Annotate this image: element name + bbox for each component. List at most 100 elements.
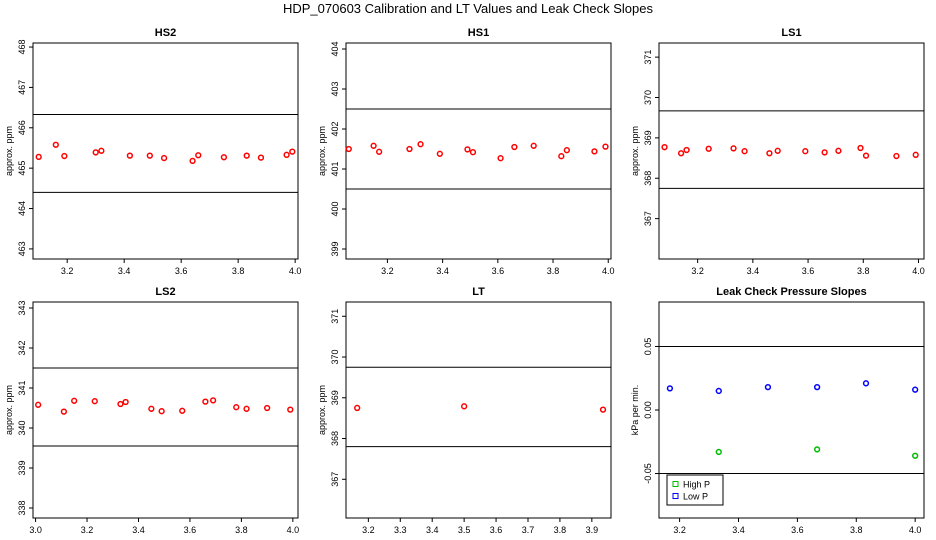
- data-point-hs1: [469, 149, 477, 156]
- x-tick-label-ls1: 3.8: [857, 266, 870, 276]
- data-point-low-p: [813, 383, 821, 391]
- data-point-hs1: [417, 141, 424, 148]
- data-point-ls2: [287, 406, 294, 413]
- data-point-high-p: [813, 446, 821, 453]
- y-axis-label-hs1: approx. ppm: [317, 126, 327, 176]
- data-point-high-p: [715, 448, 722, 456]
- data-point-hs2: [189, 157, 196, 165]
- data-point-ls2: [34, 401, 42, 408]
- data-point-ls1: [893, 152, 900, 160]
- y-tick-label-ls2: 339: [17, 460, 27, 475]
- data-point-hs1: [436, 150, 444, 157]
- chart-ls2: LS2 3.0 3.2 3.4 3.6 3.8 4.0 338 339 340 341 342 343 a…: [4, 286, 299, 535]
- y-tick-label-ls2: 341: [17, 380, 27, 395]
- y-tick-label-ls1: 367: [643, 211, 653, 226]
- data-point-ls1: [802, 148, 809, 155]
- y-axis-label-hs2: approx. ppm: [4, 126, 14, 176]
- y-tick-label-hs1: 399: [330, 241, 340, 256]
- data-point-hs1: [602, 143, 609, 150]
- data-point-ls2: [71, 397, 78, 404]
- data-point-high-p: [912, 452, 919, 459]
- data-point-hs1: [375, 148, 383, 155]
- data-point-hs2: [35, 153, 42, 161]
- chart-title-ls2: LS2: [155, 286, 175, 298]
- data-point-low-p: [912, 386, 919, 393]
- data-point-ls2: [91, 398, 98, 405]
- x-tick-label-lt: 3.4: [426, 525, 439, 535]
- x-tick-label-ls2: 3.8: [235, 525, 248, 535]
- y-axis-label-lt: approx. ppm: [317, 385, 327, 435]
- data-point-ls2: [158, 408, 165, 415]
- y-tick-label-hs1: 400: [330, 201, 340, 216]
- plot-frame-ls1: [658, 42, 925, 260]
- data-point-ls1: [683, 146, 690, 154]
- data-point-ls1: [857, 144, 864, 152]
- data-point-ls1: [766, 150, 773, 157]
- y-tick-label-hs1: 404: [330, 41, 340, 56]
- y-tick-label-ls1: 368: [643, 171, 653, 186]
- data-point-ls1: [835, 147, 842, 154]
- x-tick-label-hs1: 4.0: [602, 266, 615, 276]
- data-point-hs2: [126, 152, 134, 159]
- page-title: HDP_070603 Calibration and LT Values and…: [282, 1, 654, 16]
- x-tick-label-ls2: 3.4: [132, 525, 145, 535]
- y-tick-label-ls2: 340: [17, 420, 27, 435]
- x-tick-label-ls1: 3.2: [691, 266, 704, 276]
- data-point-hs2: [160, 154, 168, 162]
- data-point-hs2: [61, 152, 68, 160]
- x-tick-label-leak-check-pressure-slopes: 4.0: [909, 525, 922, 535]
- x-tick-label-hs2: 3.4: [118, 266, 131, 276]
- data-point-hs1: [563, 147, 570, 154]
- y-tick-label-hs2: 463: [17, 241, 27, 256]
- y-tick-label-hs1: 401: [330, 161, 340, 176]
- y-tick-label-hs2: 467: [17, 80, 27, 95]
- x-tick-label-hs2: 3.6: [175, 266, 188, 276]
- data-point-hs2: [195, 152, 202, 159]
- x-tick-label-ls1: 4.0: [912, 266, 925, 276]
- data-point-hs1: [497, 155, 504, 162]
- data-point-hs1: [558, 153, 565, 160]
- data-point-lt: [599, 406, 607, 413]
- x-tick-label-hs2: 3.2: [61, 266, 74, 276]
- data-point-ls2: [148, 405, 155, 412]
- y-tick-label-ls2: 343: [17, 300, 27, 315]
- data-point-hs2: [289, 148, 296, 155]
- y-tick-label-hs1: 403: [330, 81, 340, 96]
- x-tick-label-lt: 3.2: [362, 525, 375, 535]
- x-tick-label-ls1: 3.6: [802, 266, 815, 276]
- data-point-ls1: [774, 147, 781, 154]
- x-tick-label-hs2: 3.8: [232, 266, 245, 276]
- data-point-ls1: [821, 149, 828, 156]
- plot-frame-hs1: [345, 42, 612, 260]
- y-axis-label-ls1: approx. ppm: [630, 126, 640, 176]
- data-point-ls2: [263, 404, 271, 412]
- y-tick-label-hs2: 465: [17, 161, 27, 176]
- data-point-lt: [354, 404, 361, 412]
- y-tick-label-ls1: 370: [643, 90, 653, 105]
- data-point-hs1: [345, 145, 352, 153]
- data-point-hs2: [257, 154, 265, 161]
- x-tick-label-leak-check-pressure-slopes: 3.4: [732, 525, 745, 535]
- data-point-hs2: [146, 152, 153, 159]
- data-point-ls1: [730, 145, 737, 152]
- y-tick-label-hs2: 468: [17, 40, 27, 55]
- chart-title-hs2: HS2: [155, 27, 176, 39]
- data-point-low-p: [764, 383, 772, 391]
- data-point-ls2: [243, 405, 250, 412]
- chart-title-leak-check-pressure-slopes: Leak Check Pressure Slopes: [716, 286, 866, 298]
- y-tick-label-ls2: 342: [17, 340, 27, 355]
- legend-label-low-p: Low P: [683, 492, 708, 502]
- x-tick-label-ls1: 3.4: [747, 266, 760, 276]
- x-tick-label-leak-check-pressure-slopes: 3.8: [850, 525, 863, 535]
- data-point-ls1: [912, 151, 919, 158]
- data-point-low-p: [715, 387, 722, 395]
- y-tick-label-lt: 367: [330, 472, 340, 487]
- x-tick-label-hs1: 3.2: [381, 266, 394, 276]
- y-axis-label-leak-check-pressure-slopes: kPa per min.: [630, 385, 640, 436]
- data-point-ls2: [117, 400, 124, 408]
- data-point-hs2: [52, 141, 59, 148]
- y-tick-label-ls1: 371: [643, 50, 653, 65]
- data-point-hs2: [98, 147, 105, 154]
- y-tick-label-hs2: 466: [17, 120, 27, 135]
